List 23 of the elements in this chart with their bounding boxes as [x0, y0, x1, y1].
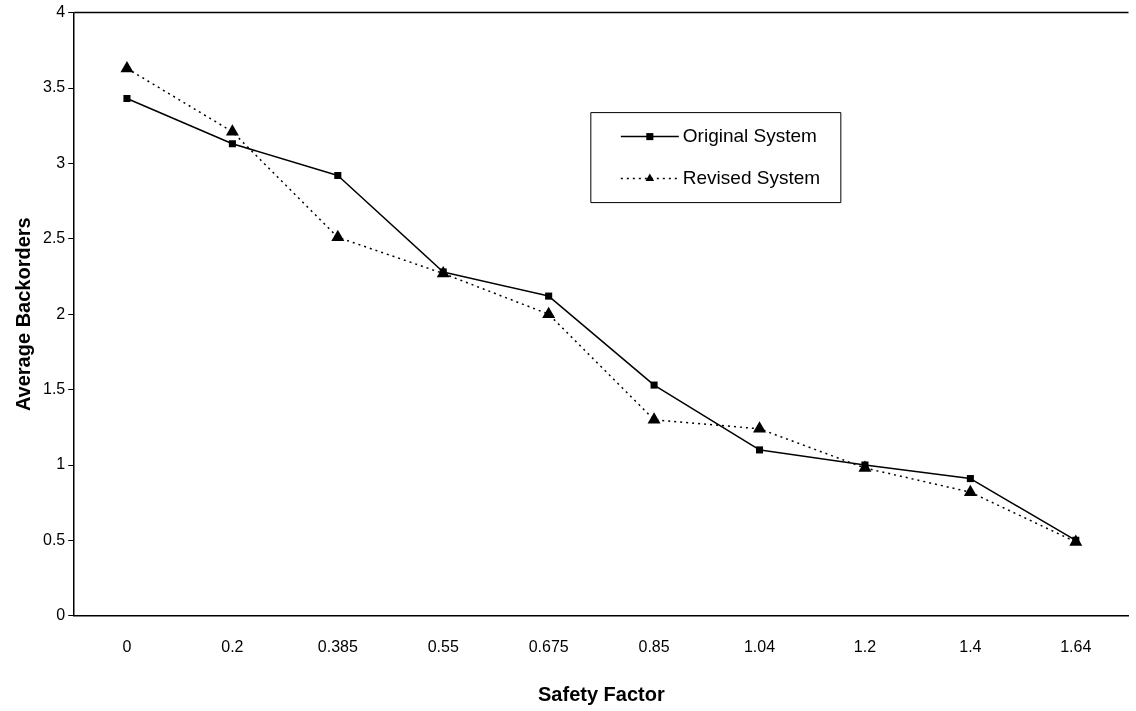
x-tick-label: 1.2 [853, 637, 877, 655]
x-tick-label: 0.85 [638, 637, 670, 655]
y-tick-label: 0 [56, 606, 66, 624]
x-tick-label: 0.55 [427, 637, 459, 655]
x-tick-label: 1.04 [743, 637, 776, 655]
x-tick-label: 0.385 [317, 637, 358, 655]
x-tick-label: 1.64 [1060, 637, 1092, 655]
y-tick-label: 2 [56, 304, 66, 322]
x-tick-label: 0.675 [528, 637, 569, 655]
y-axis-title: Average Backorders [11, 217, 34, 412]
x-tick-label: 0.2 [221, 637, 244, 655]
y-tick-label: 3 [56, 153, 66, 171]
y-tick-label: 0.5 [42, 530, 66, 548]
y-tick-label: 2.5 [42, 229, 66, 247]
x-tick-label: 1.4 [959, 637, 982, 655]
y-tick-label: 1 [56, 455, 66, 473]
y-tick-label: 4 [56, 3, 66, 21]
legend-label: Revised System [682, 166, 821, 188]
legend-label: Original System [682, 124, 817, 146]
x-tick-label: 0 [122, 637, 132, 655]
y-tick-label: 3.5 [42, 78, 66, 96]
y-tick-label: 1.5 [42, 380, 66, 398]
x-axis-title: Safety Factor [538, 682, 665, 705]
